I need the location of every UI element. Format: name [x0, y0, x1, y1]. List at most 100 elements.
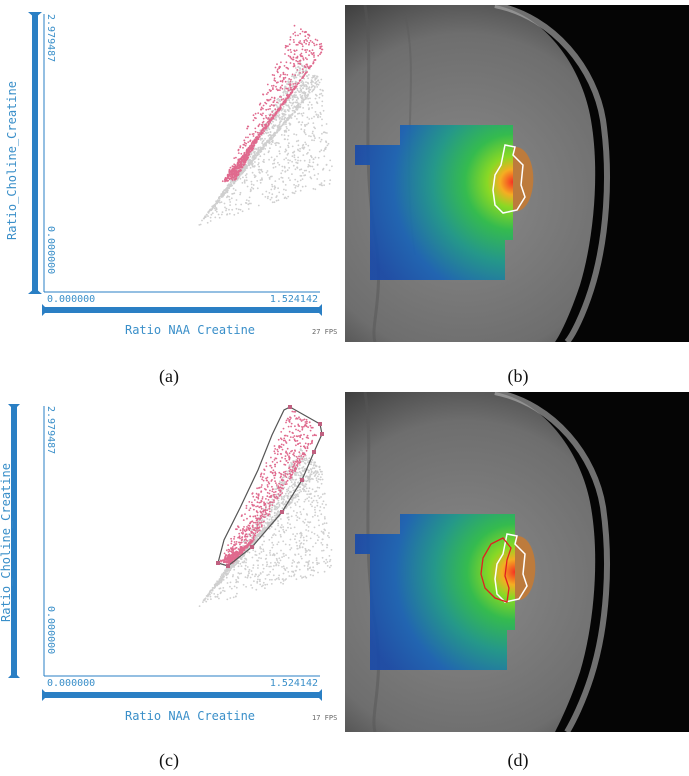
scatter-point — [288, 430, 291, 433]
scatter-point — [285, 125, 288, 128]
scatter-point — [270, 480, 273, 482]
scatter-point — [259, 137, 262, 140]
scatter-point — [258, 153, 260, 156]
scatter-point — [267, 124, 270, 126]
x-axis-slider[interactable] — [44, 692, 320, 698]
scatter-point — [242, 540, 245, 543]
y-axis-bottom-handle[interactable] — [8, 672, 20, 678]
scatter-point — [283, 481, 286, 483]
scatter-point — [293, 454, 296, 457]
scatter-point — [300, 85, 303, 88]
scatter-point — [228, 556, 231, 559]
scatter-point — [245, 529, 248, 532]
scatter-point — [286, 447, 289, 450]
scatter-point — [215, 583, 217, 586]
scatter-point — [303, 39, 306, 42]
scatter-point — [233, 585, 236, 588]
scatter-point — [284, 85, 286, 88]
scatter-point — [276, 155, 278, 158]
scatter-point — [273, 445, 276, 447]
scatter-point — [271, 490, 274, 493]
scatter-point — [296, 69, 299, 71]
scatter-point — [307, 104, 310, 106]
scatter-panel-a[interactable]: 2.979487 0.000000 Ratio_Choline_Creatine… — [0, 0, 345, 345]
selection-polygon-vertices[interactable] — [216, 405, 324, 568]
scatter-point — [294, 496, 297, 499]
scatter-point — [261, 128, 264, 131]
scatter-point — [245, 507, 248, 509]
scatter-point — [283, 188, 285, 191]
scatter-point — [260, 130, 263, 133]
scatter-point — [284, 475, 287, 477]
x-axis-right-handle[interactable] — [316, 304, 322, 316]
x-axis-right-handle[interactable] — [316, 689, 322, 701]
scatter-point — [329, 558, 332, 561]
y-axis-bottom-handle[interactable] — [28, 288, 42, 294]
scatter-point — [286, 153, 289, 156]
y-axis-top-handle[interactable] — [8, 404, 20, 410]
scatter-point — [307, 567, 309, 570]
scatter-point — [218, 597, 220, 600]
scatter-point — [251, 573, 254, 576]
scatter-panel-c[interactable]: 2.979487 0.000000 Ratio_Choline_Creatine… — [0, 390, 345, 735]
scatter-point — [232, 192, 234, 195]
scatter-point — [296, 60, 299, 63]
scatter-point — [305, 51, 307, 54]
scatter-point — [300, 100, 303, 102]
scatter-point — [230, 542, 233, 545]
scatter-point — [311, 488, 314, 491]
scatter-point — [267, 140, 270, 143]
scatter-point — [266, 574, 269, 576]
y-axis-slider[interactable] — [32, 14, 38, 292]
scatter-point — [255, 492, 258, 495]
scatter-point — [252, 184, 255, 186]
scatter-point — [239, 562, 242, 565]
x-axis-left-handle[interactable] — [42, 689, 48, 701]
scatter-point — [309, 443, 312, 445]
scatter-point — [267, 174, 269, 176]
scatter-point — [230, 587, 233, 590]
scatter-point — [278, 114, 281, 116]
scatter-point — [293, 183, 295, 186]
scatter-point — [317, 539, 319, 542]
scatter-point — [302, 154, 305, 157]
x-axis-left-handle[interactable] — [42, 304, 48, 316]
scatter-point — [299, 546, 301, 549]
x-axis-slider[interactable] — [44, 307, 320, 313]
scatter-point — [258, 524, 261, 526]
scatter-point — [286, 512, 288, 515]
scatter-point — [246, 127, 249, 130]
scatter-point — [287, 195, 290, 198]
scatter-point — [274, 113, 277, 116]
scatter-point — [267, 502, 270, 505]
scatter-point — [259, 179, 262, 182]
scatter-point — [305, 539, 308, 542]
scatter-point — [270, 525, 273, 528]
scatter-point — [295, 107, 298, 109]
scatter-point — [303, 146, 306, 149]
scatter-point — [218, 578, 221, 580]
scatter-point — [256, 501, 259, 504]
scatter-point — [225, 576, 228, 579]
scatter-point — [266, 583, 269, 586]
scatter-point — [228, 187, 231, 190]
scatter-point — [261, 132, 264, 134]
scatter-point — [284, 184, 287, 186]
scatter-point — [312, 161, 315, 164]
y-axis-slider[interactable] — [11, 406, 17, 676]
scatter-point — [256, 582, 259, 584]
scatter-point — [286, 522, 289, 524]
scatter-point — [235, 543, 238, 545]
scatter-point — [285, 189, 287, 192]
scatter-point — [261, 114, 263, 117]
scatter-point — [319, 45, 322, 48]
scatter-point — [285, 157, 287, 160]
scatter-point — [284, 483, 287, 486]
scatter-point — [294, 82, 297, 85]
selection-polygon[interactable] — [217, 406, 323, 567]
scatter-point — [229, 177, 232, 180]
y-axis-top-handle[interactable] — [28, 12, 42, 18]
scatter-point — [237, 176, 240, 179]
scatter-point — [232, 574, 235, 576]
scatter-point — [249, 507, 252, 510]
